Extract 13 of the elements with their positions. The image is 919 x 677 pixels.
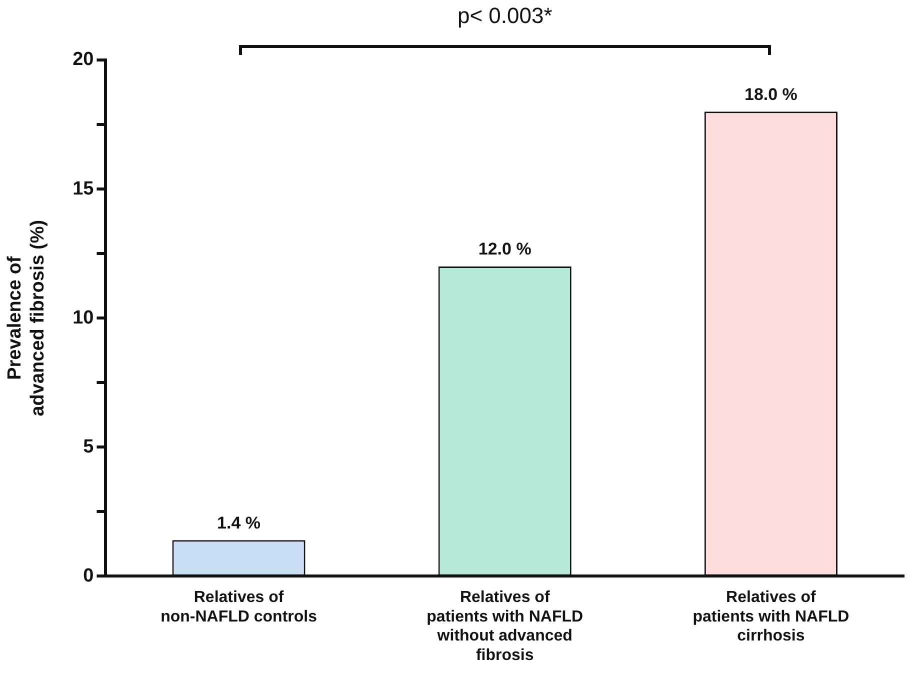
y-axis-title: Prevalence of advanced fibrosis (%) <box>4 220 48 416</box>
y-tick-label: 10 <box>72 307 94 328</box>
x-tick-label: Relatives of patients with NAFLD without advanced fibrosis <box>426 589 584 664</box>
y-tick-label: 15 <box>72 178 94 200</box>
y-tick-label: 5 <box>83 436 94 458</box>
x-tick-label: Relatives of non-NAFLD controls <box>160 589 318 626</box>
data-label: 18.0 % <box>744 84 798 104</box>
data-label: 1.4 % <box>217 513 261 532</box>
y-tick-label: 0 <box>83 565 94 586</box>
text: p< 0.003* <box>457 3 552 29</box>
data-label: 12.0 % <box>478 240 532 259</box>
y-tick-label: 20 <box>72 49 94 70</box>
x-tick-label: Relatives of patients with NAFLD cirrhosis <box>692 589 850 645</box>
